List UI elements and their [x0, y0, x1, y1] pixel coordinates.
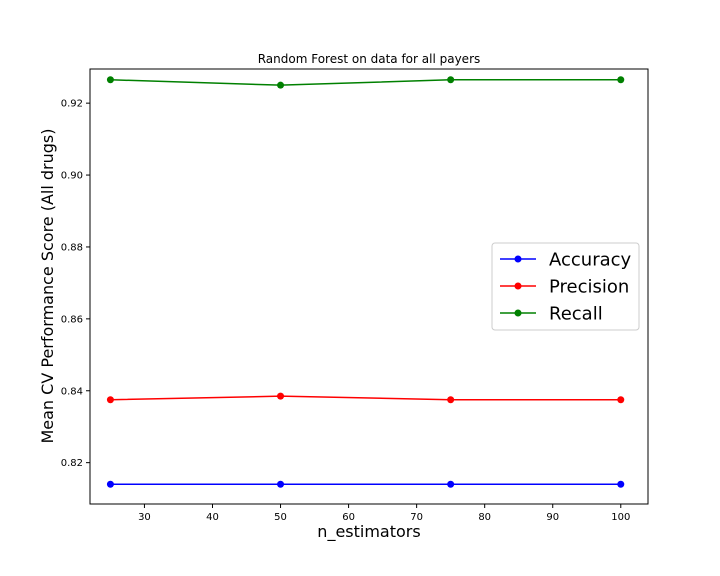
x-tick-label: 30 [138, 512, 151, 523]
legend-marker [514, 309, 522, 317]
data-point [277, 480, 285, 488]
series-precision [106, 392, 625, 404]
data-point [617, 396, 625, 404]
legend-box [491, 242, 640, 331]
series-line [110, 79, 621, 86]
legend-item-precision: Precision [500, 277, 629, 298]
y-tick-label: 0.88 [61, 242, 83, 253]
data-point [617, 76, 625, 84]
x-tick-label: 60 [342, 512, 355, 523]
legend-label: Recall [549, 304, 603, 325]
chart-title: Random Forest on data for all payers [258, 52, 481, 66]
x-tick-label: 70 [410, 512, 423, 523]
data-point [106, 480, 114, 488]
y-tick-label: 0.86 [61, 314, 83, 325]
data-point [106, 76, 114, 84]
x-axis-ticks: 30 40 50 60 70 80 90 100 [138, 504, 630, 523]
y-tick-label: 0.84 [61, 386, 83, 397]
series-line [110, 395, 621, 401]
x-tick-label: 100 [611, 512, 630, 523]
x-tick-label: 50 [274, 512, 287, 523]
series-recall [106, 76, 625, 89]
legend-item-accuracy: Accuracy [500, 250, 632, 271]
plot-area [106, 76, 625, 488]
data-point [277, 81, 285, 89]
data-point [447, 480, 455, 488]
legend-marker [514, 282, 522, 290]
y-tick-label: 0.82 [61, 458, 83, 469]
series-accuracy [106, 480, 625, 488]
x-axis-label: n_estimators [317, 522, 420, 542]
data-point [277, 392, 285, 400]
data-point [617, 480, 625, 488]
legend-label: Accuracy [549, 250, 632, 271]
y-axis-label: Mean CV Performance Score (All drugs) [38, 128, 57, 443]
y-tick-label: 0.92 [61, 99, 83, 110]
plot-frame [89, 68, 649, 505]
x-tick-label: 90 [546, 512, 559, 523]
legend-item-recall: Recall [500, 304, 603, 325]
legend-label: Precision [549, 277, 629, 298]
x-tick-label: 40 [206, 512, 219, 523]
data-point [447, 76, 455, 84]
legend-marker [514, 255, 522, 263]
y-tick-label: 0.90 [61, 171, 83, 182]
data-point [106, 396, 114, 404]
y-axis-ticks: 0.82 0.84 0.86 0.88 0.90 0.92 [61, 99, 90, 469]
legend: Accuracy Precision Recall [491, 242, 640, 331]
data-point [447, 396, 455, 404]
x-tick-label: 80 [478, 512, 491, 523]
